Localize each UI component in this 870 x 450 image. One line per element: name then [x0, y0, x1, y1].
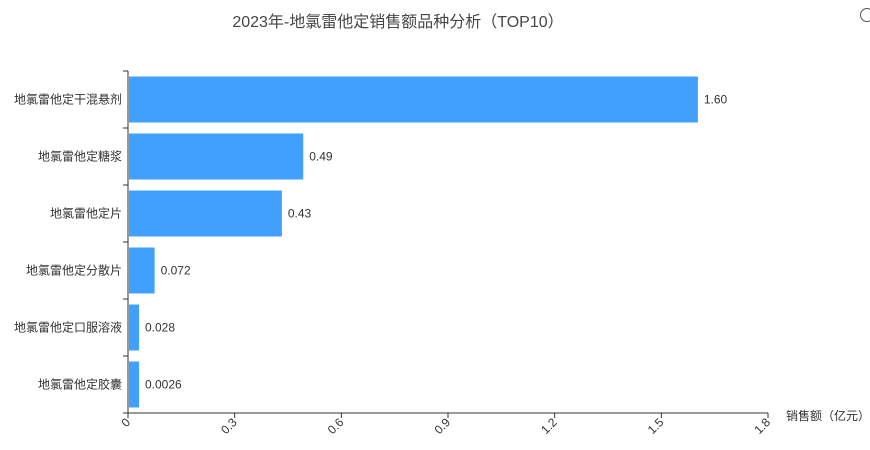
value-label: 0.0026	[145, 378, 182, 392]
x-tick-label: 0.9	[431, 415, 453, 437]
x-tick-label: 1.5	[645, 415, 667, 437]
bar	[129, 361, 139, 408]
category-label: 地氯雷他定分散片	[26, 263, 122, 278]
x-axis-name: 销售额（亿元）	[786, 408, 870, 423]
x-tick-label: 1.8	[751, 415, 773, 437]
value-label: 0.072	[161, 264, 191, 278]
x-tick-label: 0.3	[218, 415, 240, 437]
value-label: 0.028	[145, 321, 175, 335]
x-tick-label: 0.6	[325, 415, 347, 437]
value-label: 0.49	[309, 150, 333, 164]
value-label: 0.43	[288, 207, 312, 221]
bar	[129, 76, 698, 123]
category-label: 地氯雷他定胶囊	[38, 377, 122, 392]
bar	[129, 133, 304, 180]
x-tick-label: 1.2	[538, 415, 560, 437]
bar	[129, 247, 155, 294]
bar	[129, 304, 139, 351]
category-label: 地氯雷他定糖浆	[38, 149, 122, 164]
refresh-icon[interactable]	[860, 8, 870, 22]
category-label: 地氯雷他定片	[50, 206, 122, 221]
x-tick-label: 0	[118, 415, 133, 430]
value-label: 1.60	[704, 93, 728, 107]
category-label: 地氯雷他定口服溶液	[14, 320, 122, 335]
category-label: 地氯雷他定干混悬剂	[14, 92, 122, 107]
bar	[129, 190, 282, 237]
chart-title: 2023年-地氯雷他定销售额品种分析（TOP10）	[232, 14, 564, 31]
